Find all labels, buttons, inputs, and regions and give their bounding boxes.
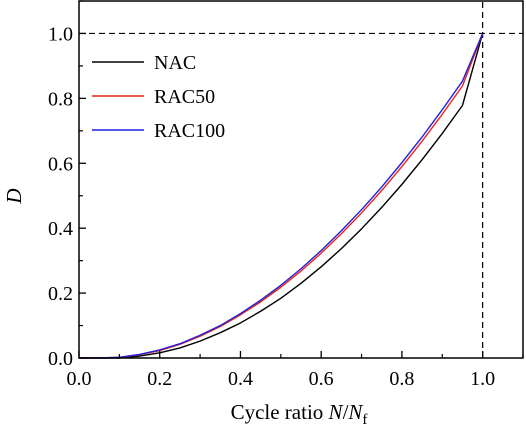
x-tick-label: 0.4: [228, 368, 253, 390]
legend-label-nac: NAC: [154, 52, 196, 74]
x-axis-title: Cycle ratio N/Nf: [231, 400, 368, 426]
y-tick-label: 1.0: [48, 23, 73, 45]
legend: NAC RAC50 RAC100: [92, 52, 225, 142]
legend-label-rac100: RAC100: [154, 120, 225, 142]
x-tick-label: 0.2: [147, 368, 172, 390]
x-tick-label: 0.6: [309, 368, 334, 390]
legend-label-rac50: RAC50: [154, 86, 215, 108]
y-tick-label: 0.0: [48, 348, 73, 370]
axes: [78, 0, 524, 359]
y-tick-label: 0.8: [48, 88, 73, 110]
x-tick-label: 0.8: [389, 368, 414, 390]
plot-area: [79, 1, 523, 359]
x-tick-label: 0.0: [67, 368, 92, 390]
x-axis-title-slash: /: [343, 400, 349, 424]
x-axis-title-var: N: [328, 400, 344, 424]
series-line-rac100: [79, 33, 484, 359]
y-tick-label: 0.4: [48, 218, 73, 240]
y-tick-label: 0.6: [48, 153, 73, 175]
x-tick-label: 1.0: [470, 368, 495, 390]
ticks: 0.0 0.2 0.4 0.6 0.8 1.0 0.0 0.2 0.4 0.6 0.8 1.0: [48, 0, 524, 390]
plot-frame: [78, 0, 524, 359]
y-axis-title: D: [2, 188, 26, 204]
x-axis-title-sub: f: [362, 412, 367, 426]
series-line-rac50: [79, 33, 484, 359]
x-axis-title-prefix: Cycle ratio: [231, 400, 329, 424]
x-axis-title-var2: N: [347, 400, 363, 424]
series-line-nac: [79, 33, 484, 359]
y-tick-label: 0.2: [48, 283, 73, 305]
